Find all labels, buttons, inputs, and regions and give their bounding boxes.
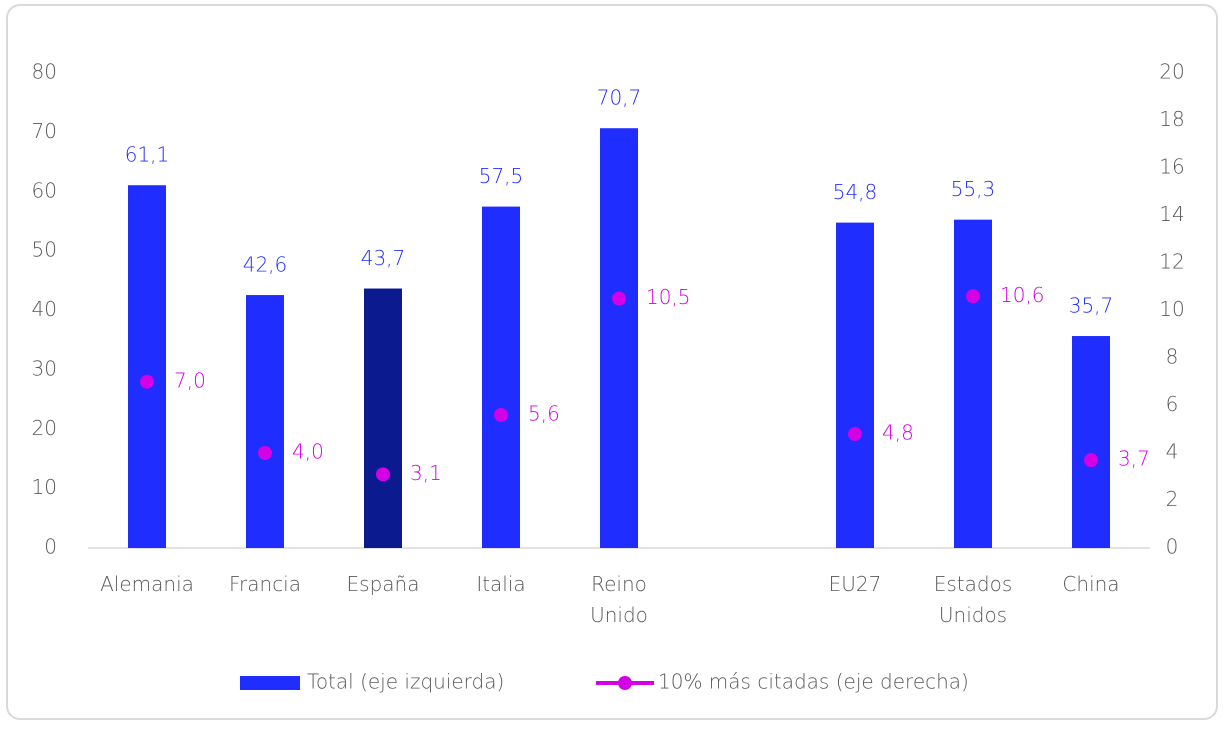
legend-label: 10% más citadas (eje derecha) xyxy=(658,670,969,694)
legend-swatch xyxy=(240,676,300,690)
marker xyxy=(494,408,508,422)
bar xyxy=(600,128,638,548)
y2-tick-label: 2 xyxy=(1166,487,1179,511)
legend-marker xyxy=(618,676,632,690)
data-label: 4,8 xyxy=(882,421,914,445)
data-label: 3,7 xyxy=(1118,447,1150,471)
marker xyxy=(1084,453,1098,468)
data-label: 42,6 xyxy=(243,253,288,277)
data-label: 7,0 xyxy=(174,368,206,392)
bar xyxy=(954,219,992,548)
x-tick-label: China xyxy=(1062,572,1120,596)
x-tick-label: Italia xyxy=(476,572,526,596)
bar xyxy=(1072,336,1110,548)
data-label: 4,0 xyxy=(292,440,324,464)
marker xyxy=(376,467,390,482)
y-tick-label: 80 xyxy=(32,60,57,84)
x-tick-label: Reino Unido xyxy=(590,572,648,627)
y2-tick-label: 8 xyxy=(1166,345,1179,369)
y-tick-label: 70 xyxy=(32,119,57,143)
data-label: 35,7 xyxy=(1069,294,1114,318)
x-tick-label: EU27 xyxy=(828,572,882,596)
data-label: 61,1 xyxy=(125,143,170,167)
data-label: 3,1 xyxy=(410,461,442,485)
data-label: 70,7 xyxy=(597,86,642,110)
data-label: 54,8 xyxy=(833,180,878,204)
y2-tick-label: 20 xyxy=(1159,60,1184,84)
y-tick-label: 50 xyxy=(32,238,57,262)
data-label: 10,6 xyxy=(1000,283,1045,307)
y-tick-label: 20 xyxy=(32,416,57,440)
bar xyxy=(364,288,402,548)
legend-label: Total (eje izquierda) xyxy=(307,670,504,694)
y2-tick-label: 0 xyxy=(1166,535,1179,559)
y2-tick-label: 16 xyxy=(1159,155,1184,179)
y-tick-label: 30 xyxy=(32,356,57,380)
data-label: 55,3 xyxy=(951,177,996,201)
bar xyxy=(836,222,874,548)
bar xyxy=(128,185,166,548)
y2-tick-label: 10 xyxy=(1159,297,1184,321)
x-tick-label: Francia xyxy=(228,572,301,596)
data-label: 57,5 xyxy=(479,164,524,188)
y-tick-label: 40 xyxy=(32,297,57,321)
chart-frame xyxy=(6,4,1218,720)
bar xyxy=(246,295,284,548)
x-tick-label: Estados Unidos xyxy=(933,572,1013,627)
x-tick-label: Alemania xyxy=(100,572,194,596)
x-tick-label: España xyxy=(346,572,420,596)
y2-tick-label: 6 xyxy=(1166,392,1179,416)
y-tick-label: 10 xyxy=(32,475,57,499)
y2-tick-label: 4 xyxy=(1166,440,1179,464)
y2-tick-label: 12 xyxy=(1159,250,1184,274)
marker xyxy=(966,289,980,304)
y-tick-label: 60 xyxy=(32,178,57,202)
marker xyxy=(612,291,626,306)
y2-tick-label: 14 xyxy=(1159,202,1184,226)
marker xyxy=(848,427,862,441)
marker xyxy=(258,446,272,460)
data-label: 10,5 xyxy=(646,285,691,309)
y2-tick-label: 18 xyxy=(1159,107,1184,131)
bar xyxy=(482,206,520,548)
data-label: 5,6 xyxy=(528,402,560,426)
y-tick-label: 0 xyxy=(44,535,57,559)
marker xyxy=(140,374,154,389)
data-label: 43,7 xyxy=(361,246,406,270)
